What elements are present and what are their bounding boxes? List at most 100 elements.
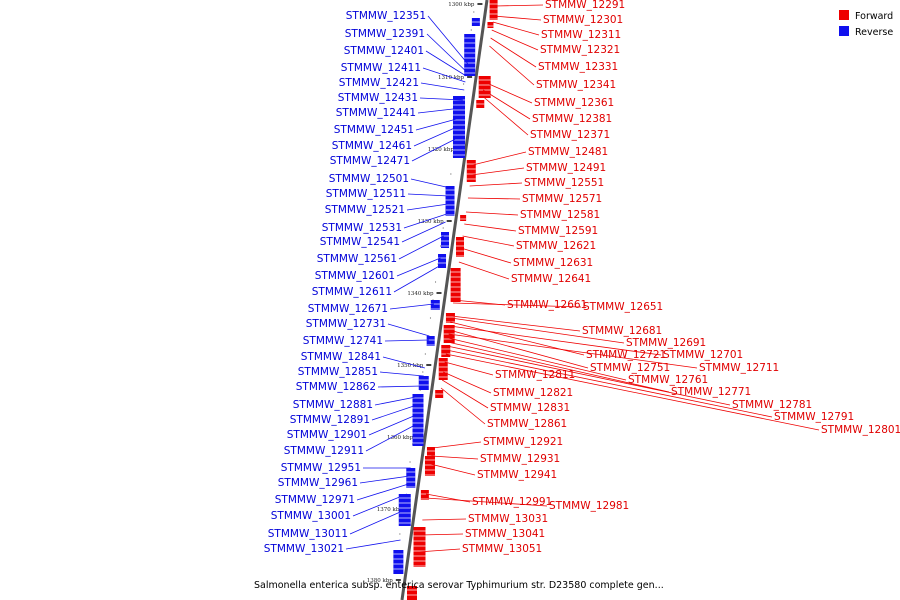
- forward-leader-line: [458, 261, 510, 280]
- reverse-gene-label: STMMW_12841: [301, 351, 381, 363]
- reverse-feature: [441, 232, 449, 248]
- forward-leader-line: [417, 548, 461, 553]
- reverse-gene-label: STMMW_13001: [271, 510, 351, 522]
- reverse-feature: [393, 550, 404, 574]
- reverse-gene-label: STMMW_12521: [325, 204, 405, 216]
- reverse-gene-label: STMMW_12451: [334, 124, 414, 136]
- forward-gene-label: STMMW_12791: [774, 411, 854, 423]
- forward-feature: [420, 490, 429, 500]
- forward-gene-label: STMMW_12361: [534, 97, 614, 109]
- legend-reverse-swatch: [839, 26, 849, 36]
- reverse-leader-line: [425, 50, 467, 77]
- reverse-leader-line: [396, 257, 441, 277]
- reverse-gene-label: STMMW_12601: [315, 270, 395, 282]
- forward-gene-label: STMMW_12581: [520, 209, 600, 221]
- forward-feature: [445, 313, 455, 323]
- reverse-leader-line: [359, 475, 410, 484]
- kbp-tick-label: 1350 kbp: [397, 363, 424, 369]
- forward-feature: [441, 345, 451, 357]
- reverse-gene-label: STMMW_12911: [284, 445, 364, 457]
- forward-leader-line: [443, 371, 492, 394]
- reverse-gene-label: STMMW_12741: [303, 335, 383, 347]
- reverse-leader-line: [377, 385, 423, 388]
- forward-leader-line: [446, 345, 731, 406]
- forward-leader-line: [446, 349, 773, 418]
- reverse-gene-label: STMMW_12862: [296, 381, 376, 393]
- reverse-gene-label: STMMW_12471: [330, 155, 410, 167]
- kbp-tick-label: 1310 kbp: [438, 75, 465, 81]
- reverse-leader-line: [407, 193, 450, 197]
- reverse-leader-line: [410, 178, 451, 189]
- reverse-gene-label: STMMW_12401: [344, 45, 424, 57]
- reverse-feature: [438, 254, 447, 268]
- forward-feature: [456, 237, 465, 257]
- reverse-leader-line: [393, 265, 440, 293]
- reverse-leader-line: [374, 395, 421, 406]
- reverse-gene-label: STMMW_12461: [332, 140, 412, 152]
- legend: Forward Reverse: [839, 10, 893, 38]
- forward-gene-label: STMMW_12981: [549, 500, 629, 512]
- forward-gene-label: STMMW_12341: [536, 79, 616, 91]
- reverse-gene-label: STMMW_12961: [278, 477, 358, 489]
- reverse-feature: [430, 300, 440, 310]
- reverse-gene-label: STMMW_12971: [275, 494, 355, 506]
- kbp-tick-label: 1330 kbp: [418, 219, 445, 225]
- reverse-gene-label: STMMW_12901: [287, 429, 367, 441]
- kbp-tick-label: 1320 kbp: [428, 147, 455, 153]
- forward-gene-label: STMMW_12321: [540, 44, 620, 56]
- forward-gene-label: STMMW_12371: [530, 129, 610, 141]
- forward-leader-line: [441, 379, 489, 409]
- reverse-gene-label: STMMW_12541: [320, 236, 400, 248]
- forward-leader-line: [449, 329, 589, 369]
- reverse-leader-line: [419, 97, 463, 101]
- forward-gene-label: STMMW_12761: [628, 374, 708, 386]
- forward-leader-line: [462, 235, 515, 247]
- forward-leader-line: [422, 518, 467, 521]
- reverse-feature: [406, 468, 416, 488]
- forward-leader-line: [449, 325, 662, 356]
- forward-leader-line: [469, 182, 523, 187]
- reverse-gene-label: STMMW_12531: [322, 222, 402, 234]
- forward-leader-line: [492, 21, 540, 36]
- reverse-leader-line: [368, 413, 419, 436]
- forward-leader-line: [450, 317, 625, 344]
- forward-gene-label: STMMW_12481: [528, 146, 608, 158]
- reverse-leader-line: [406, 203, 449, 211]
- forward-feature: [460, 215, 467, 221]
- reverse-gene-label: STMMW_12441: [336, 107, 416, 119]
- forward-leader-line: [447, 341, 670, 393]
- reverse-gene-label: STMMW_12851: [298, 366, 378, 378]
- forward-feature: [413, 527, 426, 567]
- map-caption: Salmonella enterica subsp. enterica sero…: [254, 580, 664, 591]
- forward-gene-label: STMMW_12921: [483, 436, 563, 448]
- reverse-gene-label: STMMW_12731: [306, 318, 386, 330]
- reverse-gene-label: STMMW_12511: [326, 188, 406, 200]
- reverse-leader-line: [384, 339, 429, 342]
- forward-leader-line: [491, 29, 539, 51]
- reverse-features: [393, 18, 480, 574]
- kbp-tick-label: 1340 kbp: [407, 291, 434, 297]
- reverse-gene-label: STMMW_12561: [317, 253, 397, 265]
- reverse-leader-line: [365, 423, 418, 452]
- forward-leader-line: [483, 89, 531, 120]
- forward-gene-label: STMMW_12551: [524, 177, 604, 189]
- forward-gene-label: STMMW_12821: [493, 387, 573, 399]
- reverse-leader-line: [401, 221, 446, 243]
- forward-leader-line: [448, 337, 627, 381]
- forward-gene-label: STMMW_13041: [465, 528, 545, 540]
- forward-leader-line: [451, 315, 581, 332]
- forward-feature: [438, 358, 448, 380]
- genome-backbone: [400, 0, 489, 600]
- forward-gene-label: STMMW_12781: [732, 399, 812, 411]
- forward-leader-line: [444, 361, 494, 376]
- reverse-gene-label: STMMW_12431: [338, 92, 418, 104]
- forward-gene-label: STMMW_12571: [522, 193, 602, 205]
- forward-gene-label: STMMW_12651: [583, 301, 663, 313]
- reverse-leader-line: [426, 33, 468, 73]
- forward-gene-label: STMMW_12941: [477, 469, 557, 481]
- forward-gene-label: STMMW_12331: [538, 61, 618, 73]
- reverse-feature: [418, 376, 429, 390]
- reverse-gene-label: STMMW_12391: [345, 28, 425, 40]
- forward-leader-line: [430, 463, 476, 476]
